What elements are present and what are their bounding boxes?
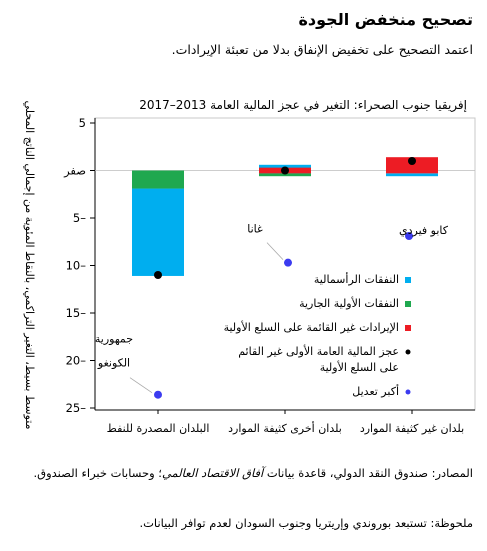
legend-label: عجز المالية العامة الأولى غير القائم [238,344,399,358]
note: ملحوظة: تستبعد بوروندي وإريتريا وجنوب ال… [139,516,473,530]
y-tick-label: 5– [73,211,86,225]
bar-current_primary [132,170,184,189]
source-italic: آفاق الاقتصاد العالمي [161,466,264,480]
extreme-label: غانا [247,223,263,236]
legend-marker [405,301,411,307]
legend-label: على السلع الأولية [320,360,399,374]
legend-label: النفقات الأولية الجارية [299,296,399,310]
legend-label: النفقات الرأسمالية [314,272,399,286]
legend-label: الإيرادات غير القائمة على السلع الأولية [224,320,399,334]
x-tick-label: بلدان أخرى كثيفة الموارد [228,421,342,435]
bar-capital [386,173,438,177]
deficit-point [154,271,162,279]
y-tick-label: صفر [63,164,86,179]
y-tick-label: 25– [66,401,87,415]
legend-marker [405,277,411,283]
legend-marker [405,325,411,331]
legend-marker [405,349,411,355]
bar-capital [132,188,184,276]
extreme-label: جمهورية [95,333,133,346]
x-tick-label: البلدان المصدرة للنفط [107,422,210,435]
extreme-label: الكونغو [97,357,130,370]
bar-current_primary [259,173,311,177]
y-tick-label: 5 [79,116,86,130]
source-note: المصادر: صندوق النقد الدولي، قاعدة بيانا… [33,463,473,483]
source-suffix: ؛ وحسابات خبراء الصندوق. [33,466,162,480]
source-prefix: المصادر: صندوق النقد الدولي، قاعدة بيانا… [266,466,473,480]
y-tick-label: 10– [66,259,87,273]
x-tick-label: بلدان غير كثيفة الموارد [360,422,464,435]
legend-marker [405,389,411,395]
deficit-point [281,166,289,175]
chart-title: إفريقيا جنوب الصحراء: التغير في عجز الما… [139,98,467,112]
page-title: تصحيح منخفض الجودة [298,10,473,29]
y-axis-label: متوسط بسيط، التغير التراكمي، بالنقاط الم… [23,101,36,430]
extreme-label: كابو فيردي [399,224,449,237]
page-subtitle: اعتمد التصحيح على تخفيض الإنفاق بدلا من … [171,42,473,57]
y-tick-label: 20– [66,354,87,368]
bar-revenue [386,157,438,174]
leader-line [266,242,284,260]
extreme-point [405,232,413,241]
extreme-point [154,390,162,399]
leader-line [129,377,153,394]
legend-label: أكبر تعديل [352,384,399,398]
extreme-point [284,258,292,267]
deficit-point [408,157,416,165]
y-tick-label: 15– [66,306,87,320]
